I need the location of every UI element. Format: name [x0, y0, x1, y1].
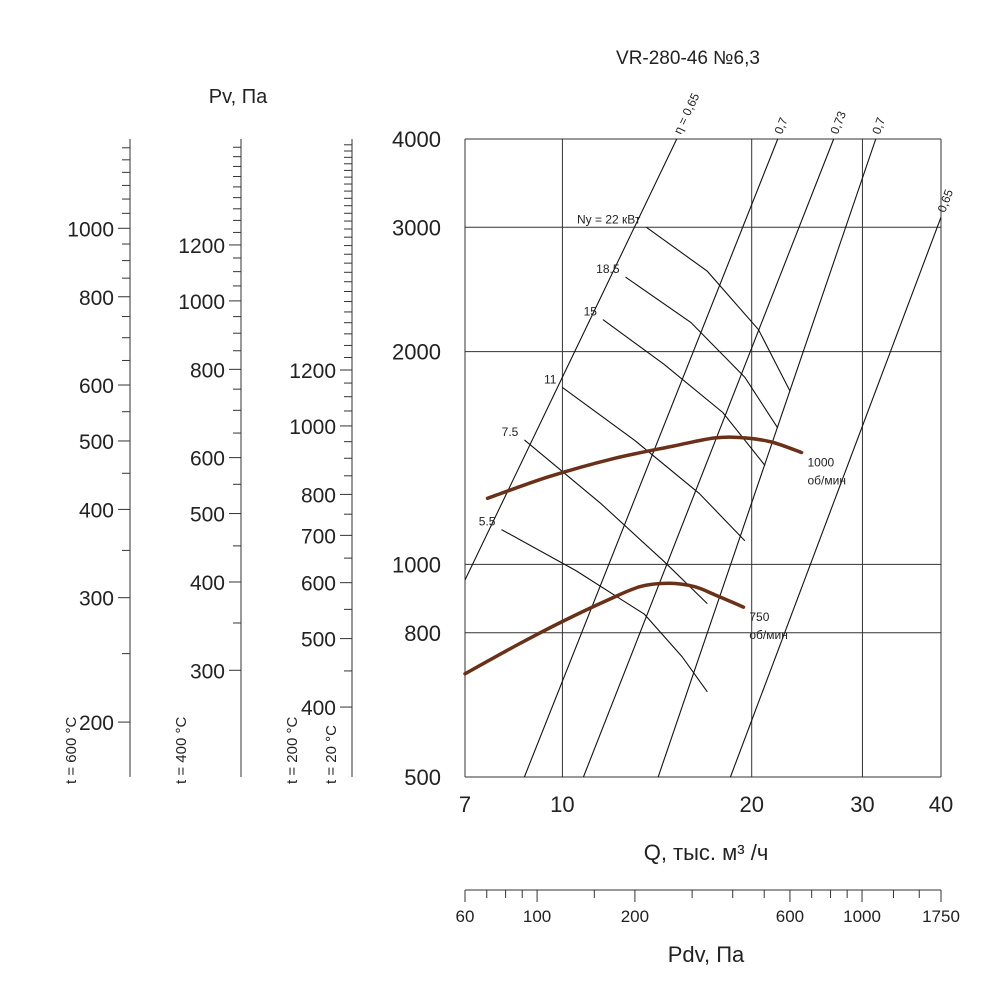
y-tick-label: 500: [404, 765, 441, 790]
axes: 7 10 20 30 40 500 800 1000 2000 3000 4000: [392, 127, 953, 817]
temperature-tick-label: 600: [190, 448, 225, 471]
speed-curve-unit: об/мин: [807, 473, 845, 487]
y-tick-label: 800: [404, 621, 441, 646]
efficiency-label: 0,73: [827, 109, 849, 136]
temperature-scale-label: t = 20 °C: [323, 725, 340, 784]
power-line: [625, 276, 779, 429]
power-line: [562, 386, 746, 542]
pdv-tick-label: 60: [456, 907, 475, 926]
speed-curves: 1000 об/мин 750 об/мин: [463, 435, 846, 676]
x-tick-label: 40: [929, 792, 953, 817]
temperature-scale-label: t = 400 °C: [173, 717, 190, 784]
temperature-tick-label: 1200: [178, 235, 225, 258]
speed-curve: [463, 581, 746, 676]
dynamic-pressure-scale: 60 100 200 600 1000 1750: [456, 889, 960, 926]
efficiency-label: 0,65: [935, 187, 956, 214]
y-tick-label: 2000: [392, 340, 441, 365]
speed-curve-label: 750: [749, 610, 769, 624]
temperature-tick-label: 500: [79, 431, 114, 454]
power-label: 18.5: [596, 262, 620, 276]
temperature-tick-label: 800: [79, 287, 114, 310]
temperature-tick-label: 1000: [178, 291, 225, 314]
x-tick-label: 10: [550, 792, 574, 817]
efficiency-label: 0,7: [869, 115, 888, 136]
chart-title: VR-280-46 №6,3: [616, 48, 760, 69]
x-tick-label: 30: [850, 792, 874, 817]
efficiency-line: [729, 217, 941, 777]
power-label: Nу = 22 кВт: [577, 212, 641, 226]
efficiency-line: [582, 139, 835, 777]
pdv-tick-label: 100: [523, 907, 551, 926]
temperature-tick-label: 400: [301, 697, 336, 720]
efficiency-line: [465, 139, 678, 581]
x-tick-label: 20: [739, 792, 763, 817]
efficiency-line: [523, 139, 779, 777]
temperature-tick-label: 1200: [289, 360, 336, 383]
temperature-tick-label: 300: [190, 660, 225, 683]
temperature-scales: 200 300 400 500 600 800 1000 t = 600 °C 300 400 50…: [63, 139, 353, 784]
power-label: 7.5: [502, 425, 519, 439]
temperature-tick-label: 1000: [289, 416, 336, 439]
temperature-tick-label: 600: [79, 375, 114, 398]
power-line: [501, 529, 708, 693]
power-label: 15: [584, 305, 598, 319]
temperature-tick-label: 800: [301, 484, 336, 507]
temperature-tick-label: 400: [190, 572, 225, 595]
grid: [464, 138, 942, 778]
power-line: [646, 226, 791, 392]
y-tick-label: 4000: [392, 127, 441, 152]
power-label: 5.5: [479, 515, 496, 529]
power-label: 11: [544, 372, 557, 386]
temperature-tick-label: 1000: [67, 218, 114, 241]
y-tick-label: 3000: [392, 215, 441, 240]
x-axis-label: Q, тыс. м³ /ч: [644, 840, 769, 865]
speed-curve-label: 1000: [807, 455, 834, 469]
power-lines: Nу = 22 кВт 18.5 15 11 7.5 5.5: [479, 212, 791, 693]
pdv-tick-label: 600: [776, 907, 804, 926]
efficiency-line: [657, 139, 877, 777]
efficiency-label: 0,7: [772, 115, 791, 136]
speed-curve-unit: об/мин: [749, 628, 787, 642]
temperature-tick-label: 500: [301, 629, 336, 652]
x-tick-label: 7: [459, 792, 471, 817]
pdv-tick-label: 200: [621, 907, 649, 926]
power-line: [524, 439, 708, 604]
temperature-tick-label: 800: [190, 359, 225, 382]
pdv-tick-label: 1000: [843, 907, 881, 926]
speed-curve: [485, 435, 804, 501]
efficiency-lines: η = 0,65 0,7 0,73 0,7 0,65: [465, 91, 956, 777]
temperature-tick-label: 700: [301, 525, 336, 548]
pdv-axis-label: Pdv, Па: [668, 942, 745, 967]
pdv-tick-label: 1750: [922, 907, 960, 926]
y-tick-label: 1000: [392, 552, 441, 577]
pv-scale-title: Pv, Па: [209, 86, 268, 108]
temperature-tick-label: 500: [190, 504, 225, 527]
temperature-scale-label: t = 200 °C: [284, 717, 301, 784]
temperature-tick-label: 200: [79, 712, 114, 735]
temperature-tick-label: 300: [79, 588, 114, 611]
temperature-scale-label: t = 600 °C: [63, 717, 80, 784]
temperature-tick-label: 600: [301, 573, 336, 596]
efficiency-label: η = 0,65: [671, 91, 703, 137]
temperature-tick-label: 400: [79, 499, 114, 522]
